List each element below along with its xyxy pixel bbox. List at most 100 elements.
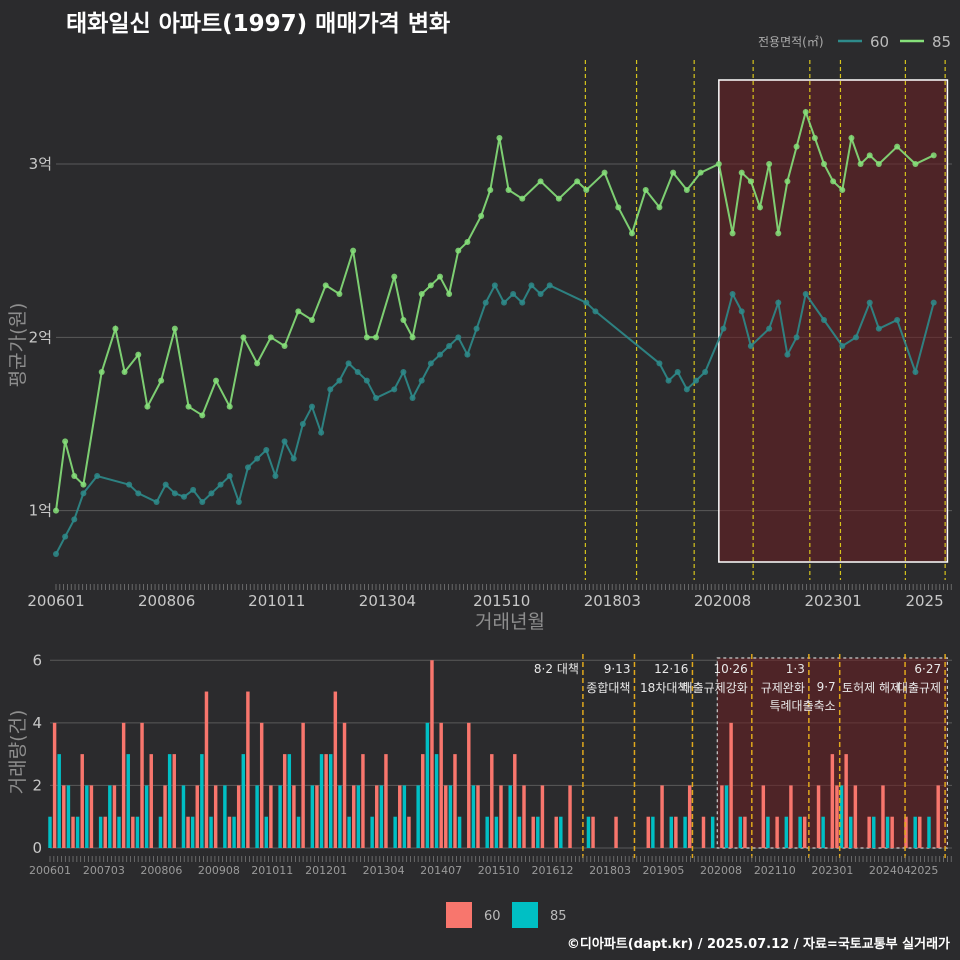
policy-label-date: 12·16 (654, 662, 688, 676)
volume-bar-85 (508, 785, 512, 848)
volume-bar-60 (444, 785, 448, 848)
legend-label-85: 85 (932, 33, 951, 51)
price-point-60 (501, 299, 507, 306)
volume-bar-85 (821, 816, 825, 848)
price-point-85 (295, 308, 302, 315)
volume-bar-60 (467, 722, 471, 848)
volume-bar-60 (853, 785, 858, 848)
volume-bar-60 (71, 816, 75, 848)
volume-bar-60 (904, 816, 908, 848)
volume-x-tick-label: 201201 (305, 864, 347, 877)
price-point-60 (482, 299, 489, 306)
price-point-60 (254, 455, 261, 462)
volume-bar-60 (881, 785, 885, 848)
volume-bars (48, 660, 940, 848)
price-point-85 (363, 334, 370, 341)
volume-bar-60 (687, 785, 692, 848)
price-point-60 (473, 325, 480, 332)
price-point-85 (555, 195, 562, 202)
price-point-85 (757, 204, 763, 211)
volume-bar-60 (246, 691, 250, 848)
price-point-85 (336, 291, 343, 297)
price-point-85 (775, 230, 782, 237)
volume-legend: 60 85 (446, 902, 567, 928)
price-point-60 (299, 421, 306, 427)
volume-bar-85 (416, 785, 420, 848)
volume-bar-85 (669, 816, 674, 848)
volume-x-tick-label: 200703 (83, 864, 125, 877)
price-point-85 (409, 334, 416, 341)
volume-bar-85 (393, 816, 397, 848)
volume-bar-85 (57, 754, 61, 848)
volume-bar-60 (490, 754, 494, 848)
price-point-85 (185, 403, 192, 410)
volume-x-tick-label: 202110 (754, 864, 796, 877)
price-point-85 (171, 325, 178, 332)
volume-bar-60 (315, 785, 319, 848)
price-point-60 (510, 291, 517, 297)
volume-bar-60 (352, 785, 356, 848)
volume-bar-60 (430, 660, 434, 848)
volume-bar-85 (209, 816, 213, 848)
price-point-60 (217, 481, 224, 488)
price-point-60 (738, 308, 745, 315)
price-point-60 (281, 438, 288, 445)
volume-legend-swatch-85 (512, 902, 538, 928)
price-point-85 (848, 135, 855, 141)
price-point-85 (478, 213, 485, 219)
volume-x-tick-label: 200601 (29, 864, 71, 877)
price-point-60 (373, 395, 379, 401)
volume-bar-85 (117, 816, 121, 848)
price-point-60 (702, 369, 709, 375)
volume-bar-85 (885, 816, 890, 848)
price-point-85 (747, 178, 754, 185)
price-point-85 (62, 438, 69, 445)
policy-label-text: 대출규제 (897, 681, 941, 695)
price-x-tick-label: 201803 (584, 592, 641, 610)
price-point-85 (135, 351, 142, 358)
volume-y-axis-title: 거래량(건) (7, 710, 29, 795)
price-point-60 (464, 351, 471, 358)
price-point-60 (455, 334, 462, 341)
price-point-60 (272, 473, 279, 479)
price-point-60 (592, 308, 599, 315)
price-point-85 (738, 169, 745, 176)
volume-bar-60 (674, 816, 678, 848)
volume-bar-85 (738, 816, 743, 848)
volume-bar-60 (646, 816, 650, 848)
price-y-axis-title: 평균가(원) (7, 303, 29, 388)
volume-bar-60 (540, 785, 545, 848)
price-point-85 (373, 334, 379, 341)
price-point-85 (213, 377, 219, 384)
volume-bar-85 (190, 816, 195, 848)
price-point-60 (583, 299, 590, 306)
price-point-85 (793, 143, 800, 150)
price-point-60 (53, 551, 59, 557)
volume-bar-85 (328, 754, 333, 848)
volume-bar-60 (835, 785, 839, 848)
volume-bar-60 (453, 754, 457, 848)
price-point-60 (729, 291, 736, 297)
price-point-85 (912, 161, 919, 167)
price-point-60 (528, 282, 535, 289)
volume-x-tick-label: 201803 (589, 864, 631, 877)
price-point-85 (930, 152, 937, 159)
volume-bar-85 (310, 785, 315, 848)
price-point-60 (519, 299, 526, 306)
volume-bar-60 (204, 691, 209, 848)
volume-bar-85 (379, 785, 384, 848)
policy-label-text: 대출규제강화 (682, 681, 748, 695)
volume-x-tick-label: 201510 (478, 864, 520, 877)
price-point-85 (519, 195, 526, 202)
volume-bar-85 (85, 785, 89, 848)
volume-bar-60 (816, 785, 821, 848)
volume-bar-85 (448, 785, 453, 848)
price-point-85 (715, 161, 722, 167)
price-point-85 (615, 204, 622, 211)
policy-label-date: 10·26 (713, 662, 747, 676)
volume-bar-60 (149, 754, 153, 848)
volume-bar-85 (144, 785, 149, 848)
volume-y-tick-label: 4 (32, 714, 42, 732)
volume-bar-60 (918, 816, 922, 848)
